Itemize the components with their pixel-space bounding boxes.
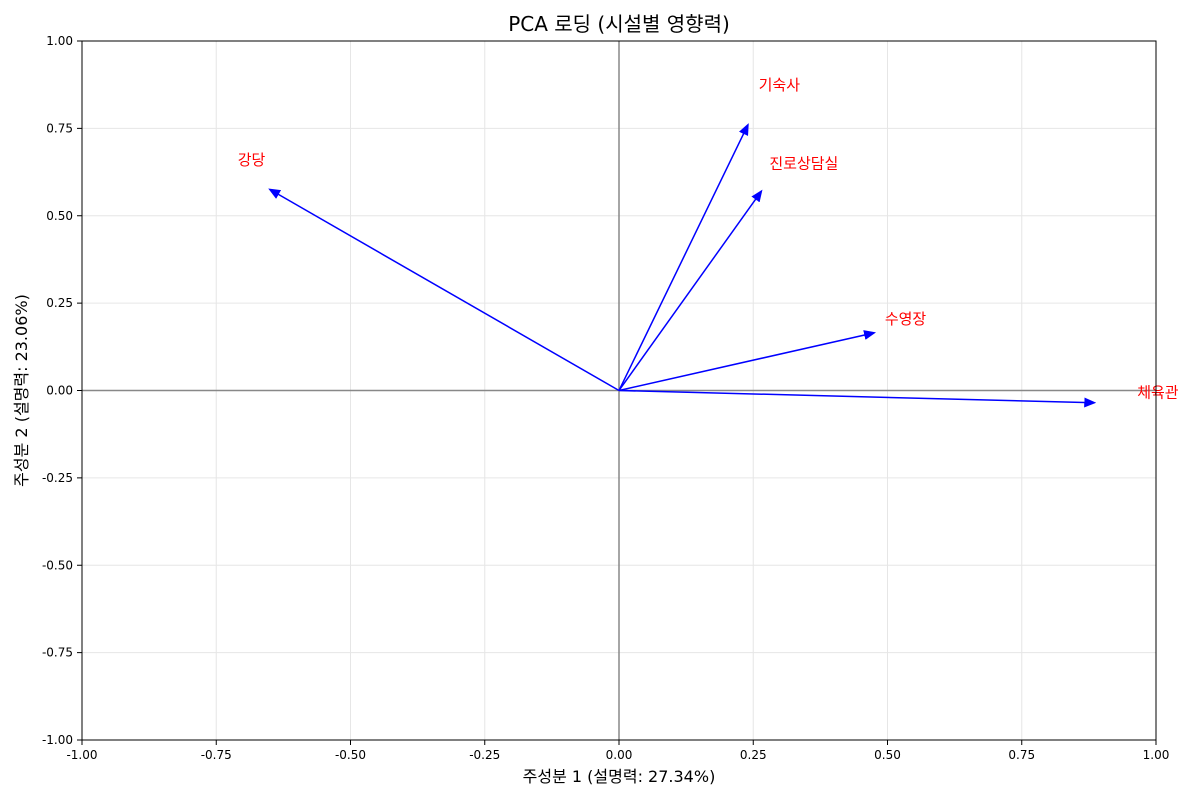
loading-arrow	[618, 189, 763, 391]
loading-label: 진로상담실	[769, 155, 838, 173]
x-tick-label: -0.75	[201, 748, 232, 762]
x-tick-label: 0.50	[874, 748, 901, 762]
chart-title: PCA 로딩 (시설별 영향력)	[508, 12, 730, 36]
loading-label: 체육관	[1137, 383, 1179, 401]
y-tick-label: 1.00	[46, 34, 73, 48]
loading-arrow	[618, 330, 877, 392]
loading-arrow	[268, 188, 620, 392]
y-tick-label: -1.00	[42, 733, 73, 747]
loading-arrow	[618, 389, 1097, 408]
x-tick-label: 1.00	[1143, 748, 1170, 762]
y-tick-label: 0.50	[46, 209, 73, 223]
x-axis-label: 주성분 1 (설명력: 27.34%)	[523, 767, 716, 786]
y-tick-label: -0.75	[42, 646, 73, 660]
loading-label: 강당	[238, 151, 266, 169]
axis-ticks: -1.00 -0.75 -0.50 -0.25 0.00 0.25 0.50 0.75 1.00…	[42, 34, 1169, 762]
x-tick-label: -0.50	[335, 748, 366, 762]
y-tick-label: -0.25	[42, 471, 73, 485]
y-axis-label: 주성분 2 (설명력: 23.06%)	[12, 294, 31, 487]
loading-vectors	[268, 123, 1097, 408]
x-tick-label: -0.25	[469, 748, 500, 762]
loading-arrow	[618, 123, 749, 391]
y-tick-label: 0.00	[46, 384, 73, 398]
y-tick-label: -0.50	[42, 558, 73, 572]
x-tick-label: 0.25	[740, 748, 767, 762]
x-tick-label: -1.00	[66, 748, 97, 762]
loading-label: 기숙사	[759, 76, 801, 94]
y-tick-label: 0.25	[46, 296, 73, 310]
y-tick-label: 0.75	[46, 121, 73, 135]
x-tick-label: 0.00	[606, 748, 633, 762]
x-tick-label: 0.75	[1008, 748, 1035, 762]
loading-label: 수영장	[885, 310, 927, 328]
